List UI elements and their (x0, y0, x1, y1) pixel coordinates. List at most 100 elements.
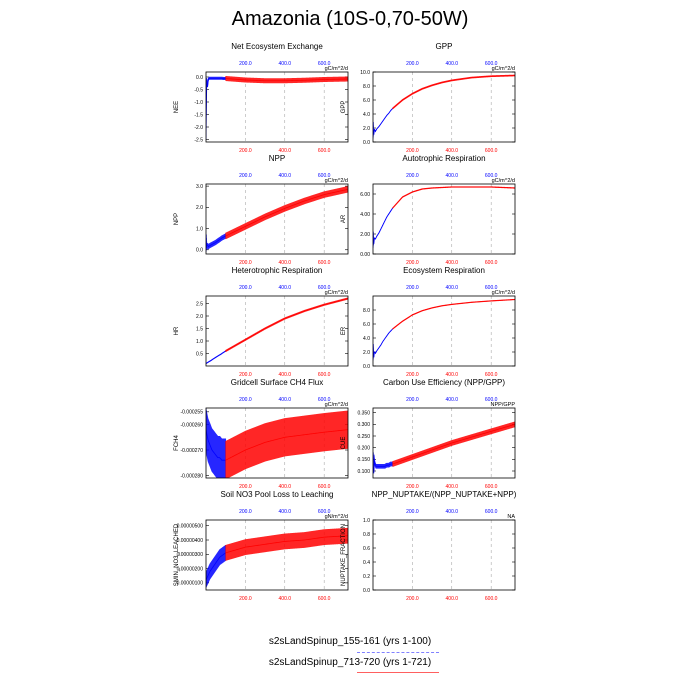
series-2-band (225, 527, 348, 561)
panel-8: Carbon Use Efficiency (NPP/GPP) NPP/GPP 20… (341, 378, 516, 490)
legend-entry-1-label: s2sLandSpinup_155-161 (yrs 1-100) (268, 636, 432, 647)
x-tick-label-top: 600.0 (318, 285, 331, 291)
y-tick-label: 0.300 (357, 422, 370, 428)
x-tick-label-top: 400.0 (279, 173, 292, 179)
y-tick-label: 6.00 (360, 192, 370, 198)
x-tick-label-bottom: 200.0 (406, 148, 419, 154)
series-1-line (373, 108, 393, 139)
plot-frame (205, 407, 349, 479)
y-tick-label: 2.0 (363, 126, 370, 132)
series-2-band (225, 186, 348, 240)
plot-frame (372, 519, 516, 591)
plot-area (373, 186, 515, 249)
y-tick-label: 0.100 (357, 469, 370, 475)
x-tick-label-top: 200.0 (406, 285, 419, 291)
series-1-band (206, 408, 227, 478)
y-tick-label: -0.000255 (180, 410, 203, 416)
y-axis-label: NPP (174, 213, 180, 225)
panel-1: Net Ecosystem Exchange gC/m^2/d 200.0 200.0… (174, 42, 349, 154)
series-1-line (206, 350, 226, 364)
series-2-line (225, 78, 348, 82)
y-tick-label: -1.5 (194, 112, 203, 118)
y-tick-label: 0.00000400 (177, 538, 204, 544)
plot-area (206, 527, 348, 588)
units-label: gC/m^2/d (325, 402, 348, 408)
series-2-band (392, 421, 515, 467)
x-tick-label-bottom: 400.0 (446, 372, 459, 378)
y-axis-label: AR (341, 214, 347, 223)
panel-title: Soil NO3 Pool Loss to Leaching (221, 490, 334, 499)
y-tick-label: 0.00000500 (177, 524, 204, 530)
x-tick-label-bottom: 600.0 (318, 372, 331, 378)
y-tick-label: 3.0 (196, 184, 203, 190)
plot-frame (372, 71, 516, 143)
y-tick-label: -0.000280 (180, 473, 203, 479)
y-tick-label: 4.0 (363, 336, 370, 342)
plot-area (373, 298, 515, 361)
y-tick-label: 2.0 (196, 205, 203, 211)
x-tick-label-top: 200.0 (406, 509, 419, 515)
plot-area (373, 74, 515, 139)
figure-title: Amazonia (10S-0,70-50W) (231, 8, 469, 30)
y-axis-label: FCH4 (174, 435, 180, 451)
panel-title: Ecosystem Respiration (403, 266, 485, 275)
units-label: gN/m^2/d (325, 514, 348, 520)
series-2-band (392, 186, 515, 209)
x-tick-label-bottom: 200.0 (239, 372, 252, 378)
y-tick-label: 8.0 (363, 84, 370, 90)
series-2-band (225, 75, 348, 84)
y-tick-label: 1.0 (196, 226, 203, 232)
x-tick-label-bottom: 400.0 (446, 596, 459, 602)
x-tick-label-top: 400.0 (446, 509, 459, 515)
panel-7: Gridcell Surface CH4 Flux gC/m^2/d 200.0 20… (174, 378, 349, 490)
y-tick-label: 0.2 (363, 574, 370, 580)
y-tick-label: -0.000270 (180, 448, 203, 454)
panel-10: NPP_NUPTAKE/(NPP_NUPTAKE+NPP) NA 200.0 200.… (341, 490, 517, 602)
y-tick-label: 2.00 (360, 232, 370, 238)
y-axis-label: HR (174, 326, 180, 335)
y-tick-label: 2.0 (196, 314, 203, 320)
legend-entry-1-line (357, 652, 439, 653)
plot-area (206, 186, 348, 252)
panel-2: GPP gC/m^2/d 200.0 200.0 400.0 400.0 600.0 600.… (341, 42, 516, 154)
panel-title: NPP (269, 154, 285, 163)
y-tick-label: 0.00000100 (177, 581, 204, 587)
x-tick-label-bottom: 200.0 (406, 484, 419, 490)
x-tick-label-bottom: 400.0 (446, 148, 459, 154)
y-tick-label: 4.0 (363, 112, 370, 118)
plot-frame (372, 407, 516, 479)
x-tick-label-bottom: 400.0 (279, 148, 292, 154)
plot-frame (205, 295, 349, 367)
plot-area (206, 297, 348, 364)
x-tick-label-top: 200.0 (239, 61, 252, 67)
plot-area (206, 75, 348, 140)
x-tick-label-top: 400.0 (446, 173, 459, 179)
x-tick-label-bottom: 400.0 (279, 596, 292, 602)
x-tick-label-top: 200.0 (406, 173, 419, 179)
x-tick-label-top: 600.0 (485, 509, 498, 515)
y-axis-label: NUPTAKE_FRACTION (341, 524, 347, 586)
series-2-line (392, 186, 515, 209)
series-1-line (206, 552, 226, 581)
x-tick-label-top: 400.0 (446, 61, 459, 67)
series-1-band (206, 233, 227, 251)
units-label: gC/m^2/d (325, 178, 348, 184)
panel-title: NPP_NUPTAKE/(NPP_NUPTAKE+NPP) (372, 490, 517, 499)
units-label: gC/m^2/d (492, 178, 515, 184)
units-label: gC/m^2/d (492, 66, 515, 72)
units-label: gC/m^2/d (325, 290, 348, 296)
x-tick-label-top: 200.0 (239, 285, 252, 291)
x-tick-label-top: 600.0 (318, 397, 331, 403)
x-tick-label-bottom: 600.0 (485, 372, 498, 378)
y-tick-label: 0.00000200 (177, 566, 204, 572)
y-tick-label: 0.00000300 (177, 552, 204, 558)
series-2-line (225, 429, 348, 461)
y-tick-label: 0.200 (357, 445, 370, 451)
x-tick-label-top: 600.0 (318, 509, 331, 515)
y-tick-label: 0.6 (363, 546, 370, 552)
series-2-band (392, 298, 515, 330)
series-1-band (373, 452, 394, 472)
units-label: NPP/GPP (491, 402, 516, 408)
x-tick-label-bottom: 600.0 (318, 484, 331, 490)
x-tick-label-bottom: 200.0 (239, 484, 252, 490)
